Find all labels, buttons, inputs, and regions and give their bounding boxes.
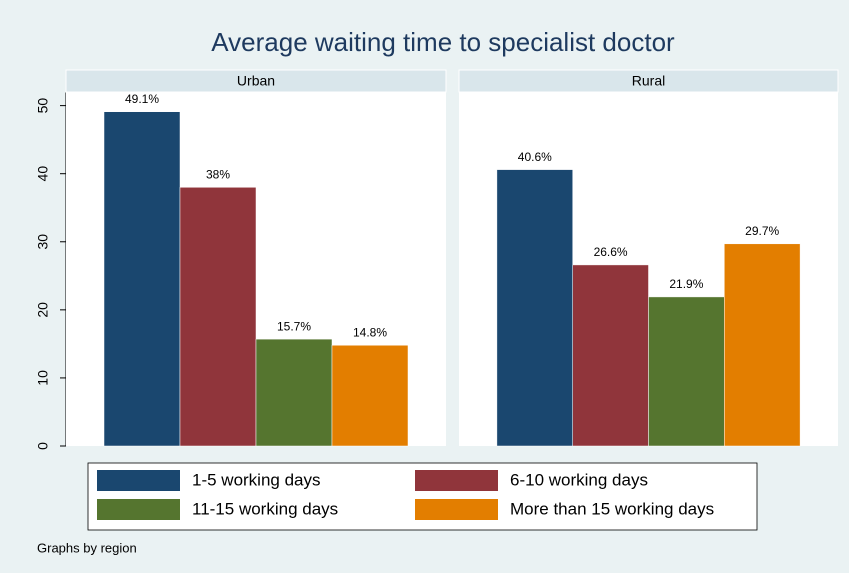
- y-tick-label: 0: [35, 442, 51, 450]
- bar: [724, 243, 801, 447]
- value-label: 21.9%: [669, 277, 703, 291]
- legend-swatch: [97, 470, 180, 491]
- value-label: 29.7%: [745, 224, 779, 238]
- legend-swatch: [415, 470, 498, 491]
- legend-label: 1-5 working days: [192, 470, 321, 489]
- value-label: 15.7%: [277, 319, 311, 333]
- bar: [331, 344, 409, 447]
- y-tick-label: 30: [35, 234, 51, 250]
- note: Graphs by region: [37, 540, 137, 555]
- value-label: 49.1%: [125, 92, 159, 106]
- bar: [255, 338, 333, 447]
- y-tick-label: 40: [35, 166, 51, 182]
- value-label: 14.8%: [353, 325, 387, 339]
- legend-swatch: [415, 499, 498, 520]
- value-label: 26.6%: [594, 245, 628, 259]
- panel-title: Rural: [632, 73, 665, 89]
- panel-title: Urban: [237, 73, 275, 89]
- y-tick-label: 20: [35, 302, 51, 318]
- chart-title: Average waiting time to specialist docto…: [211, 27, 675, 57]
- value-label: 40.6%: [518, 150, 552, 164]
- bar: [179, 187, 257, 447]
- y-tick-label: 50: [35, 98, 51, 114]
- y-tick-label: 10: [35, 370, 51, 386]
- legend-label: More than 15 working days: [510, 499, 714, 518]
- bar: [572, 264, 649, 447]
- bar: [496, 169, 573, 447]
- value-label: 38%: [206, 167, 230, 181]
- legend-label: 6-10 working days: [510, 470, 648, 489]
- panel-strip: [458, 69, 839, 93]
- legend-label: 11-15 working days: [192, 499, 338, 518]
- bar: [648, 296, 725, 447]
- bar: [103, 111, 181, 447]
- legend-swatch: [97, 499, 180, 520]
- panel-strip: [65, 69, 447, 93]
